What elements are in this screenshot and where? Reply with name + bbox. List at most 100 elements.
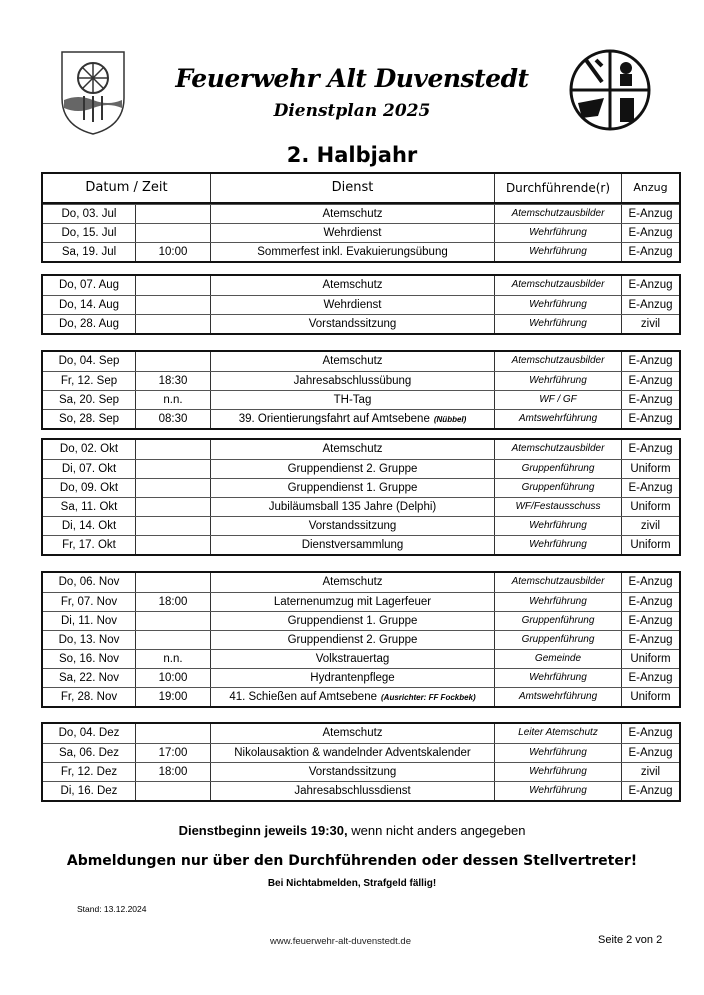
service-name: Atemschutz xyxy=(322,727,383,739)
table-row: Do, 07. Aug Atemschutz Atemschutzausbilder… xyxy=(43,276,679,295)
table-row: Di, 11. Nov Gruppendienst 1. Gruppe Gruppe… xyxy=(43,611,679,630)
date-cell: Fr, 12. Sep xyxy=(60,375,118,387)
time-cell xyxy=(135,498,210,516)
service-cell: 39. Orientierungsfahrt auf Amtsebene (Nüb… xyxy=(210,410,494,428)
responsible-cell: Amtswehrführung xyxy=(494,688,621,706)
service-name: Gruppendienst 2. Gruppe xyxy=(287,634,418,646)
time-cell: 19:00 xyxy=(135,688,210,706)
service-name: Laternenumzug mit Lagerfeuer xyxy=(273,596,432,608)
date-cell: Do, 02. Okt xyxy=(59,443,119,455)
dress-code-cell: Uniform xyxy=(621,650,679,668)
responsible-cell: Wehrführung xyxy=(494,243,621,261)
fire-brigade-emblem-logo xyxy=(569,49,651,131)
service-cell: Hydrantenpflege xyxy=(210,669,494,687)
service-cell: 41. Schießen auf Amtsebene (Ausrichter: F… xyxy=(210,688,494,706)
dress-code-cell: Uniform xyxy=(621,536,679,554)
service-start-info: Dienstbeginn jeweils 19:30, wenn nicht a… xyxy=(0,823,704,838)
date-cell: Do, 15. Jul xyxy=(61,227,117,239)
date-cell: Do, 04. Sep xyxy=(58,355,120,367)
service-name: Vorstandssitzung xyxy=(308,318,397,330)
service-name: Jahresabschlussdienst xyxy=(294,785,411,797)
date-cell: Fr, 17. Okt xyxy=(62,539,116,551)
table-row: Fr, 12. Dez 18:00 Vorstandssitzung Wehrführ… xyxy=(43,762,679,781)
service-cell: Jubiläumsball 135 Jahre (Delphi) xyxy=(210,498,494,516)
date-cell: Sa, 11. Okt xyxy=(60,501,118,513)
date-cell: Fr, 28. Nov xyxy=(60,691,118,703)
page-number: Seite 2 von 2 xyxy=(598,934,663,946)
table-row: Do, 04. Dez Atemschutz Leiter Atemschutz E-… xyxy=(43,724,679,743)
website-link[interactable]: www.feuerwehr-alt-duvenstedt.de xyxy=(270,936,411,947)
time-cell xyxy=(135,440,210,459)
service-cell: Laternenumzug mit Lagerfeuer xyxy=(210,593,494,611)
time-cell: n.n. xyxy=(135,391,210,409)
responsible-cell: Amtswehrführung xyxy=(494,410,621,428)
service-start-bold: Dienstbeginn jeweils 19:30, xyxy=(178,823,348,838)
service-name: Sommerfest inkl. Evakuierungsübung xyxy=(257,246,448,258)
date-cell: Sa, 06. Dez xyxy=(58,747,120,759)
service-note: (Ausrichter: FF Fockbek) xyxy=(381,693,476,702)
dress-code-cell: E-Anzug xyxy=(621,224,679,242)
table-row: Do, 28. Aug Vorstandssitzung Wehrführung zi… xyxy=(43,314,679,333)
time-cell xyxy=(135,612,210,630)
service-name: Nikolausaktion & wandelnder Adventskalen… xyxy=(234,747,471,759)
responsible-cell: Atemschutzausbilder xyxy=(494,573,621,592)
responsible-cell: Wehrführung xyxy=(494,763,621,781)
date-cell: So, 28. Sep xyxy=(58,413,120,425)
time-cell xyxy=(135,460,210,478)
service-cell: Jahresabschlussübung xyxy=(210,372,494,390)
responsible-cell: Leiter Atemschutz xyxy=(494,724,621,743)
service-cell: Atemschutz xyxy=(210,276,494,295)
dress-code-cell: E-Anzug xyxy=(621,391,679,409)
dress-code-cell: E-Anzug xyxy=(621,276,679,295)
service-cell: Atemschutz xyxy=(210,573,494,592)
service-name: Wehrdienst xyxy=(323,299,382,311)
service-name: Atemschutz xyxy=(322,208,383,220)
responsible-cell: Wehrführung xyxy=(494,744,621,762)
service-name: Hydrantenpflege xyxy=(310,672,395,684)
document-subtitle: Dienstplan 2025 xyxy=(273,101,431,121)
service-name: Vorstandssitzung xyxy=(308,766,397,778)
responsible-cell: Atemschutzausbilder xyxy=(494,352,621,371)
date-cell: Sa, 22. Nov xyxy=(58,672,120,684)
service-name: Jubiläumsball 135 Jahre (Delphi) xyxy=(268,501,437,513)
dress-code-cell: zivil xyxy=(621,763,679,781)
service-cell: Vorstandssitzung xyxy=(210,517,494,535)
responsible-cell: Wehrführung xyxy=(494,517,621,535)
table-row: Sa, 22. Nov 10:00 Hydrantenpflege Wehrführu… xyxy=(43,668,679,687)
table-row: Sa, 11. Okt Jubiläumsball 135 Jahre (Delp… xyxy=(43,497,679,516)
service-start-rest: wenn nicht anders angegeben xyxy=(347,823,526,838)
time-cell xyxy=(135,315,210,333)
time-cell: 18:00 xyxy=(135,593,210,611)
responsible-cell: Wehrführung xyxy=(494,296,621,314)
time-cell xyxy=(135,517,210,535)
dress-code-cell: E-Anzug xyxy=(621,631,679,649)
date-cell: Sa, 19. Jul xyxy=(61,246,117,258)
time-cell xyxy=(135,631,210,649)
responsible-cell: Wehrführung xyxy=(494,536,621,554)
time-cell: 08:30 xyxy=(135,410,210,428)
service-name: 39. Orientierungsfahrt auf Amtsebene xyxy=(238,413,430,425)
table-row: Fr, 12. Sep 18:30 Jahresabschlussübung Wehr… xyxy=(43,371,679,390)
time-cell xyxy=(135,479,210,497)
dress-code-cell: Uniform xyxy=(621,460,679,478)
responsible-cell: Wehrführung xyxy=(494,669,621,687)
table-row: Fr, 07. Nov 18:00 Laternenumzug mit Lagerf… xyxy=(43,592,679,611)
fine-notice: Bei Nichtabmelden, Strafgeld fällig! xyxy=(267,878,437,889)
status-date: Stand: 13.12.2024 xyxy=(77,904,147,914)
service-name: Gruppendienst 1. Gruppe xyxy=(287,615,418,627)
time-cell: 18:30 xyxy=(135,372,210,390)
responsible-cell: Wehrführung xyxy=(494,372,621,390)
responsible-cell: WF / GF xyxy=(494,391,621,409)
coat-of-arms-logo xyxy=(61,51,125,135)
table-row: Do, 15. Jul Wehrdienst Wehrführung E-Anzug xyxy=(43,223,679,242)
table-row: Di, 14. Okt Vorstandssitzung Wehrführung zi… xyxy=(43,516,679,535)
responsible-cell: Wehrführung xyxy=(494,315,621,333)
dress-code-cell: E-Anzug xyxy=(621,479,679,497)
date-cell: Do, 14. Aug xyxy=(58,299,120,311)
responsible-cell: Atemschutzausbilder xyxy=(494,276,621,295)
responsible-cell: Gruppenführung xyxy=(494,631,621,649)
dress-code-cell: E-Anzug xyxy=(621,782,679,800)
dress-code-cell: E-Anzug xyxy=(621,243,679,261)
date-cell: Do, 09. Okt xyxy=(59,482,119,494)
service-name: Atemschutz xyxy=(322,576,383,588)
